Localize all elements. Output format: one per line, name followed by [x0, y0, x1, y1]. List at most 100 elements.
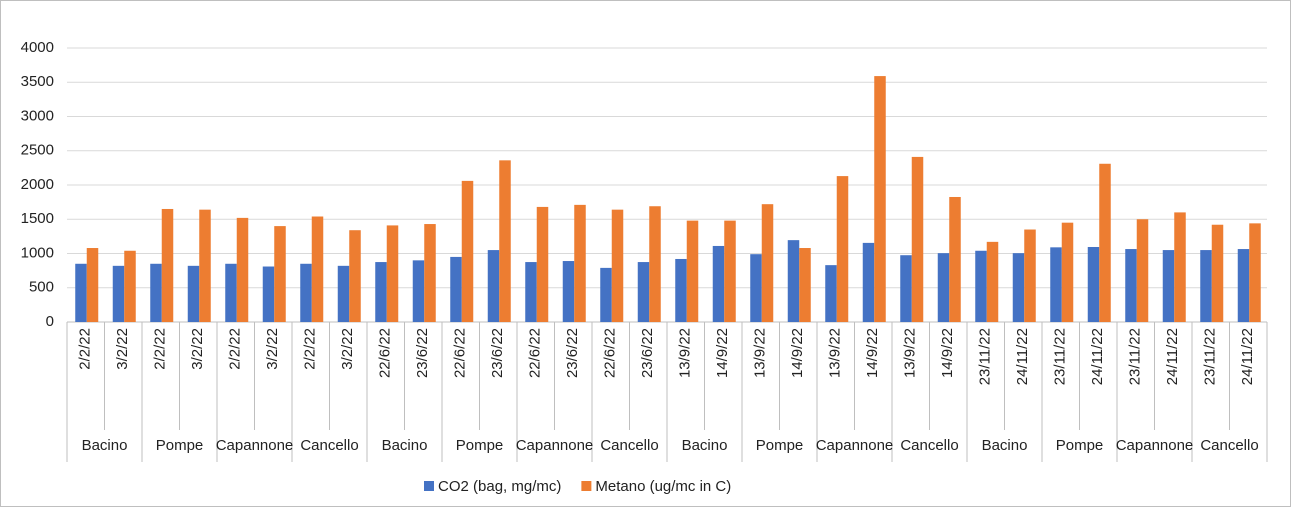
group-label: Pompe — [156, 437, 204, 454]
x-tick-label: 23/6/22 — [564, 328, 581, 378]
x-tick-label: 23/11/22 — [1052, 328, 1069, 385]
group-label: Cancello — [600, 437, 658, 454]
bar — [724, 220, 736, 322]
x-tick-label: 23/6/22 — [489, 328, 506, 378]
y-tick-label: 1500 — [21, 210, 54, 227]
bar — [825, 265, 837, 322]
x-tick-label: 13/9/22 — [827, 328, 844, 378]
bar — [1174, 212, 1186, 322]
bar — [600, 267, 612, 322]
bar — [375, 262, 387, 322]
bar — [911, 156, 924, 322]
x-tick-label: 2/2/22 — [152, 328, 169, 370]
x-tick-label: 22/6/22 — [452, 328, 469, 378]
bar — [300, 263, 312, 322]
bar — [187, 265, 200, 322]
bar — [649, 206, 661, 322]
bar — [1024, 229, 1036, 322]
bar — [761, 204, 774, 322]
y-tick-label: 4000 — [21, 39, 54, 56]
group-label: Cancello — [900, 437, 958, 454]
group-label: Capannone — [1116, 437, 1194, 454]
legend-swatch — [424, 481, 434, 491]
x-tick-label: 13/9/22 — [677, 328, 694, 378]
bar — [799, 248, 811, 322]
x-tick-label: 23/6/22 — [414, 328, 431, 378]
bar — [86, 248, 99, 322]
x-tick-label: 24/11/22 — [1239, 328, 1256, 385]
x-tick-label: 3/2/22 — [114, 328, 131, 370]
bar — [986, 241, 999, 322]
bar — [874, 76, 886, 323]
bar — [536, 206, 549, 322]
bar — [1200, 250, 1212, 322]
x-tick-label: 14/9/22 — [864, 328, 881, 378]
bar — [787, 240, 800, 322]
bar — [686, 220, 699, 322]
bar — [1162, 250, 1175, 322]
bar — [386, 225, 399, 322]
legend-label: CO2 (bag, mg/mc) — [438, 478, 561, 495]
x-tick-label: 2/2/22 — [227, 328, 244, 370]
bar — [150, 263, 162, 322]
x-tick-label: 14/9/22 — [714, 328, 731, 378]
bar — [975, 250, 987, 322]
bar — [1061, 222, 1074, 322]
bar — [199, 209, 211, 322]
group-label: Capannone — [516, 437, 594, 454]
x-tick-label: 13/9/22 — [902, 328, 919, 378]
group-label: Pompe — [756, 437, 804, 454]
bar — [236, 217, 249, 322]
x-tick-label: 3/2/22 — [339, 328, 356, 370]
bar — [675, 258, 687, 322]
bar — [499, 160, 511, 322]
group-label: Capannone — [816, 437, 894, 454]
group-label: Cancello — [1200, 437, 1258, 454]
bar — [750, 254, 762, 322]
bar — [949, 196, 961, 322]
bar — [562, 261, 575, 322]
x-tick-label: 22/6/22 — [602, 328, 619, 378]
bar — [161, 208, 174, 322]
x-tick-label: 3/2/22 — [189, 328, 206, 370]
bar — [1087, 246, 1100, 322]
bar — [712, 245, 725, 322]
bar — [1211, 224, 1224, 322]
y-tick-label: 3000 — [21, 107, 54, 124]
bar — [311, 216, 324, 322]
y-tick-label: 0 — [46, 313, 54, 330]
bar — [1012, 253, 1025, 322]
legend-swatch — [581, 481, 592, 491]
bar — [461, 180, 474, 322]
legend-label: Metano (ug/mc in C) — [595, 478, 731, 495]
y-tick-label: 500 — [29, 279, 54, 296]
bar — [274, 226, 286, 322]
bar — [611, 209, 624, 322]
x-tick-label: 2/2/22 — [302, 328, 319, 370]
x-tick-label: 23/11/22 — [1127, 328, 1144, 385]
x-tick-label: 23/11/22 — [1202, 328, 1219, 385]
bar — [112, 265, 125, 322]
bar — [574, 204, 586, 322]
bar — [75, 263, 87, 322]
y-tick-label: 3500 — [21, 73, 54, 90]
bar — [637, 262, 650, 322]
group-label: Bacino — [982, 437, 1028, 454]
group-label: Pompe — [456, 437, 504, 454]
bar — [1050, 247, 1062, 322]
bar — [900, 255, 912, 322]
x-tick-label: 23/6/22 — [639, 328, 656, 378]
bar — [937, 253, 950, 322]
x-tick-label: 2/2/22 — [77, 328, 94, 370]
group-label: Bacino — [382, 437, 428, 454]
x-tick-label: 24/11/22 — [1014, 328, 1031, 385]
x-tick-label: 13/9/22 — [752, 328, 769, 378]
bar — [262, 266, 275, 322]
group-label: Bacino — [682, 437, 728, 454]
x-tick-label: 3/2/22 — [264, 328, 281, 370]
bar — [1249, 223, 1261, 322]
bar — [412, 260, 425, 322]
bar — [862, 242, 875, 322]
bar — [450, 256, 462, 322]
group-label: Capannone — [216, 437, 294, 454]
